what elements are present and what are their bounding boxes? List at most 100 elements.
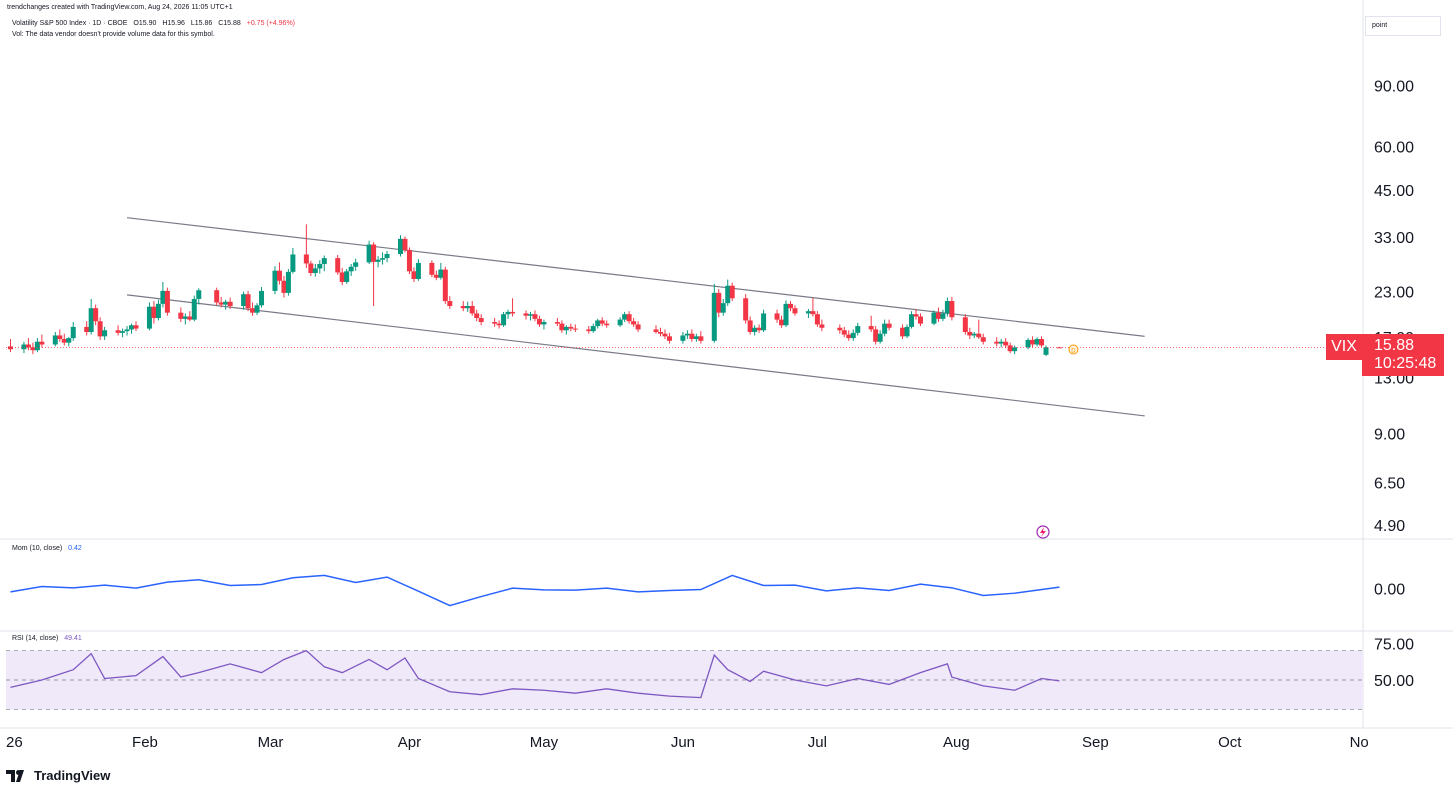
candle-body	[272, 270, 278, 291]
candle-body	[586, 329, 592, 332]
time-tick-label: Aug	[943, 734, 970, 751]
candle-body	[187, 316, 193, 320]
candle-body	[30, 347, 36, 351]
candle-body	[39, 341, 45, 345]
candles	[7, 224, 1062, 357]
candle-body	[339, 272, 345, 283]
candle-body	[1007, 345, 1013, 352]
channel-lines	[126, 217, 1145, 417]
candle-body	[474, 313, 480, 319]
candle-body	[124, 329, 130, 332]
candle-body	[1003, 341, 1009, 346]
rsi-band-group	[6, 650, 1363, 710]
candle-body	[909, 314, 915, 327]
time-tick-label: No	[1350, 734, 1369, 751]
candle-body	[626, 314, 632, 322]
candle-body	[366, 244, 372, 263]
candle-body	[716, 292, 722, 313]
candle-body	[146, 306, 152, 329]
candle-body	[303, 254, 309, 264]
candle-body	[617, 319, 623, 326]
candle-body	[711, 292, 717, 341]
candle-body	[129, 325, 135, 330]
candle-body	[792, 308, 798, 314]
candle-body	[384, 253, 390, 259]
candle-body	[657, 331, 663, 334]
open-value: O15.90	[133, 20, 157, 27]
symbol-legend: Volatility S&P 500 Index · 1D · CBOE O15…	[12, 20, 295, 27]
rsi-plot	[10, 649, 1060, 699]
candle-body	[402, 238, 408, 250]
candle-body	[1025, 339, 1031, 348]
candle-body	[743, 298, 749, 321]
candle-body	[151, 306, 157, 319]
candle-body	[814, 314, 820, 325]
candle-body	[810, 311, 816, 315]
candle-body	[541, 322, 547, 325]
candle-body	[931, 312, 937, 324]
candle-body	[308, 263, 314, 274]
candle-body	[70, 326, 76, 339]
candle-body	[1034, 339, 1040, 345]
candle-body	[411, 271, 417, 279]
high-value: H15.96	[162, 20, 185, 27]
rsi-legend[interactable]: RSI (14, close) 49.41	[12, 635, 82, 642]
candle-body	[353, 262, 359, 267]
mom-legend[interactable]: Mom (10, close) 0.42	[12, 545, 82, 552]
tradingview-logo-text: TradingView	[34, 768, 111, 783]
candle-body	[729, 285, 735, 299]
candle-body	[850, 332, 856, 339]
change-value: +0.75 (+4.96%)	[246, 20, 296, 27]
candle-body	[935, 312, 941, 319]
channel-line	[126, 294, 1145, 417]
candle-body	[971, 333, 977, 336]
volume-note: Vol: The data vendor doesn't provide vol…	[12, 31, 215, 38]
price-scale-mode[interactable]: point	[1365, 16, 1441, 36]
candle-body	[241, 294, 247, 307]
candle-body	[97, 321, 103, 337]
candle-body	[1039, 339, 1045, 346]
candle-body	[563, 326, 569, 331]
channel-line	[126, 217, 1145, 337]
dividend-marker-icon	[1068, 344, 1079, 355]
candle-body	[433, 274, 439, 278]
candle-body	[178, 312, 184, 319]
candle-body	[523, 313, 529, 316]
candle-body	[61, 339, 67, 343]
watermark-text: trendchanges created with TradingView.co…	[7, 4, 233, 11]
candle-body	[1012, 347, 1018, 352]
candle-body	[873, 329, 879, 342]
time-tick-label: Sep	[1082, 734, 1109, 751]
candle-body	[595, 320, 601, 327]
symbol-title[interactable]: Volatility S&P 500 Index · 1D · CBOE	[12, 20, 128, 27]
candle-body	[1030, 339, 1036, 345]
candle-body	[371, 244, 377, 262]
candle-body	[913, 314, 919, 317]
candle-body	[662, 333, 668, 337]
candle-body	[438, 269, 444, 278]
candle-body	[276, 270, 282, 281]
candle-body	[7, 346, 13, 350]
mom-value: 0.42	[68, 545, 82, 552]
candle-body	[882, 323, 888, 334]
candle-body	[666, 336, 672, 341]
candle-body	[774, 313, 780, 320]
candle-body	[572, 328, 578, 330]
candle-body	[599, 320, 605, 324]
candle-body	[967, 331, 973, 336]
candle-body	[375, 259, 381, 262]
grid	[0, 0, 1453, 729]
candle-body	[756, 327, 762, 331]
mom-line	[10, 574, 1060, 607]
candle-body	[285, 271, 291, 293]
candle-body	[536, 318, 542, 325]
candle-body	[196, 290, 202, 299]
candle-body	[501, 314, 507, 326]
time-tick-label: Jul	[808, 734, 827, 751]
candle-body	[568, 326, 574, 329]
bar-countdown: 10:25:48	[1374, 355, 1437, 372]
candle-body	[783, 303, 789, 326]
tradingview-logo[interactable]: TradingView	[6, 768, 110, 783]
candle-body	[160, 290, 166, 304]
